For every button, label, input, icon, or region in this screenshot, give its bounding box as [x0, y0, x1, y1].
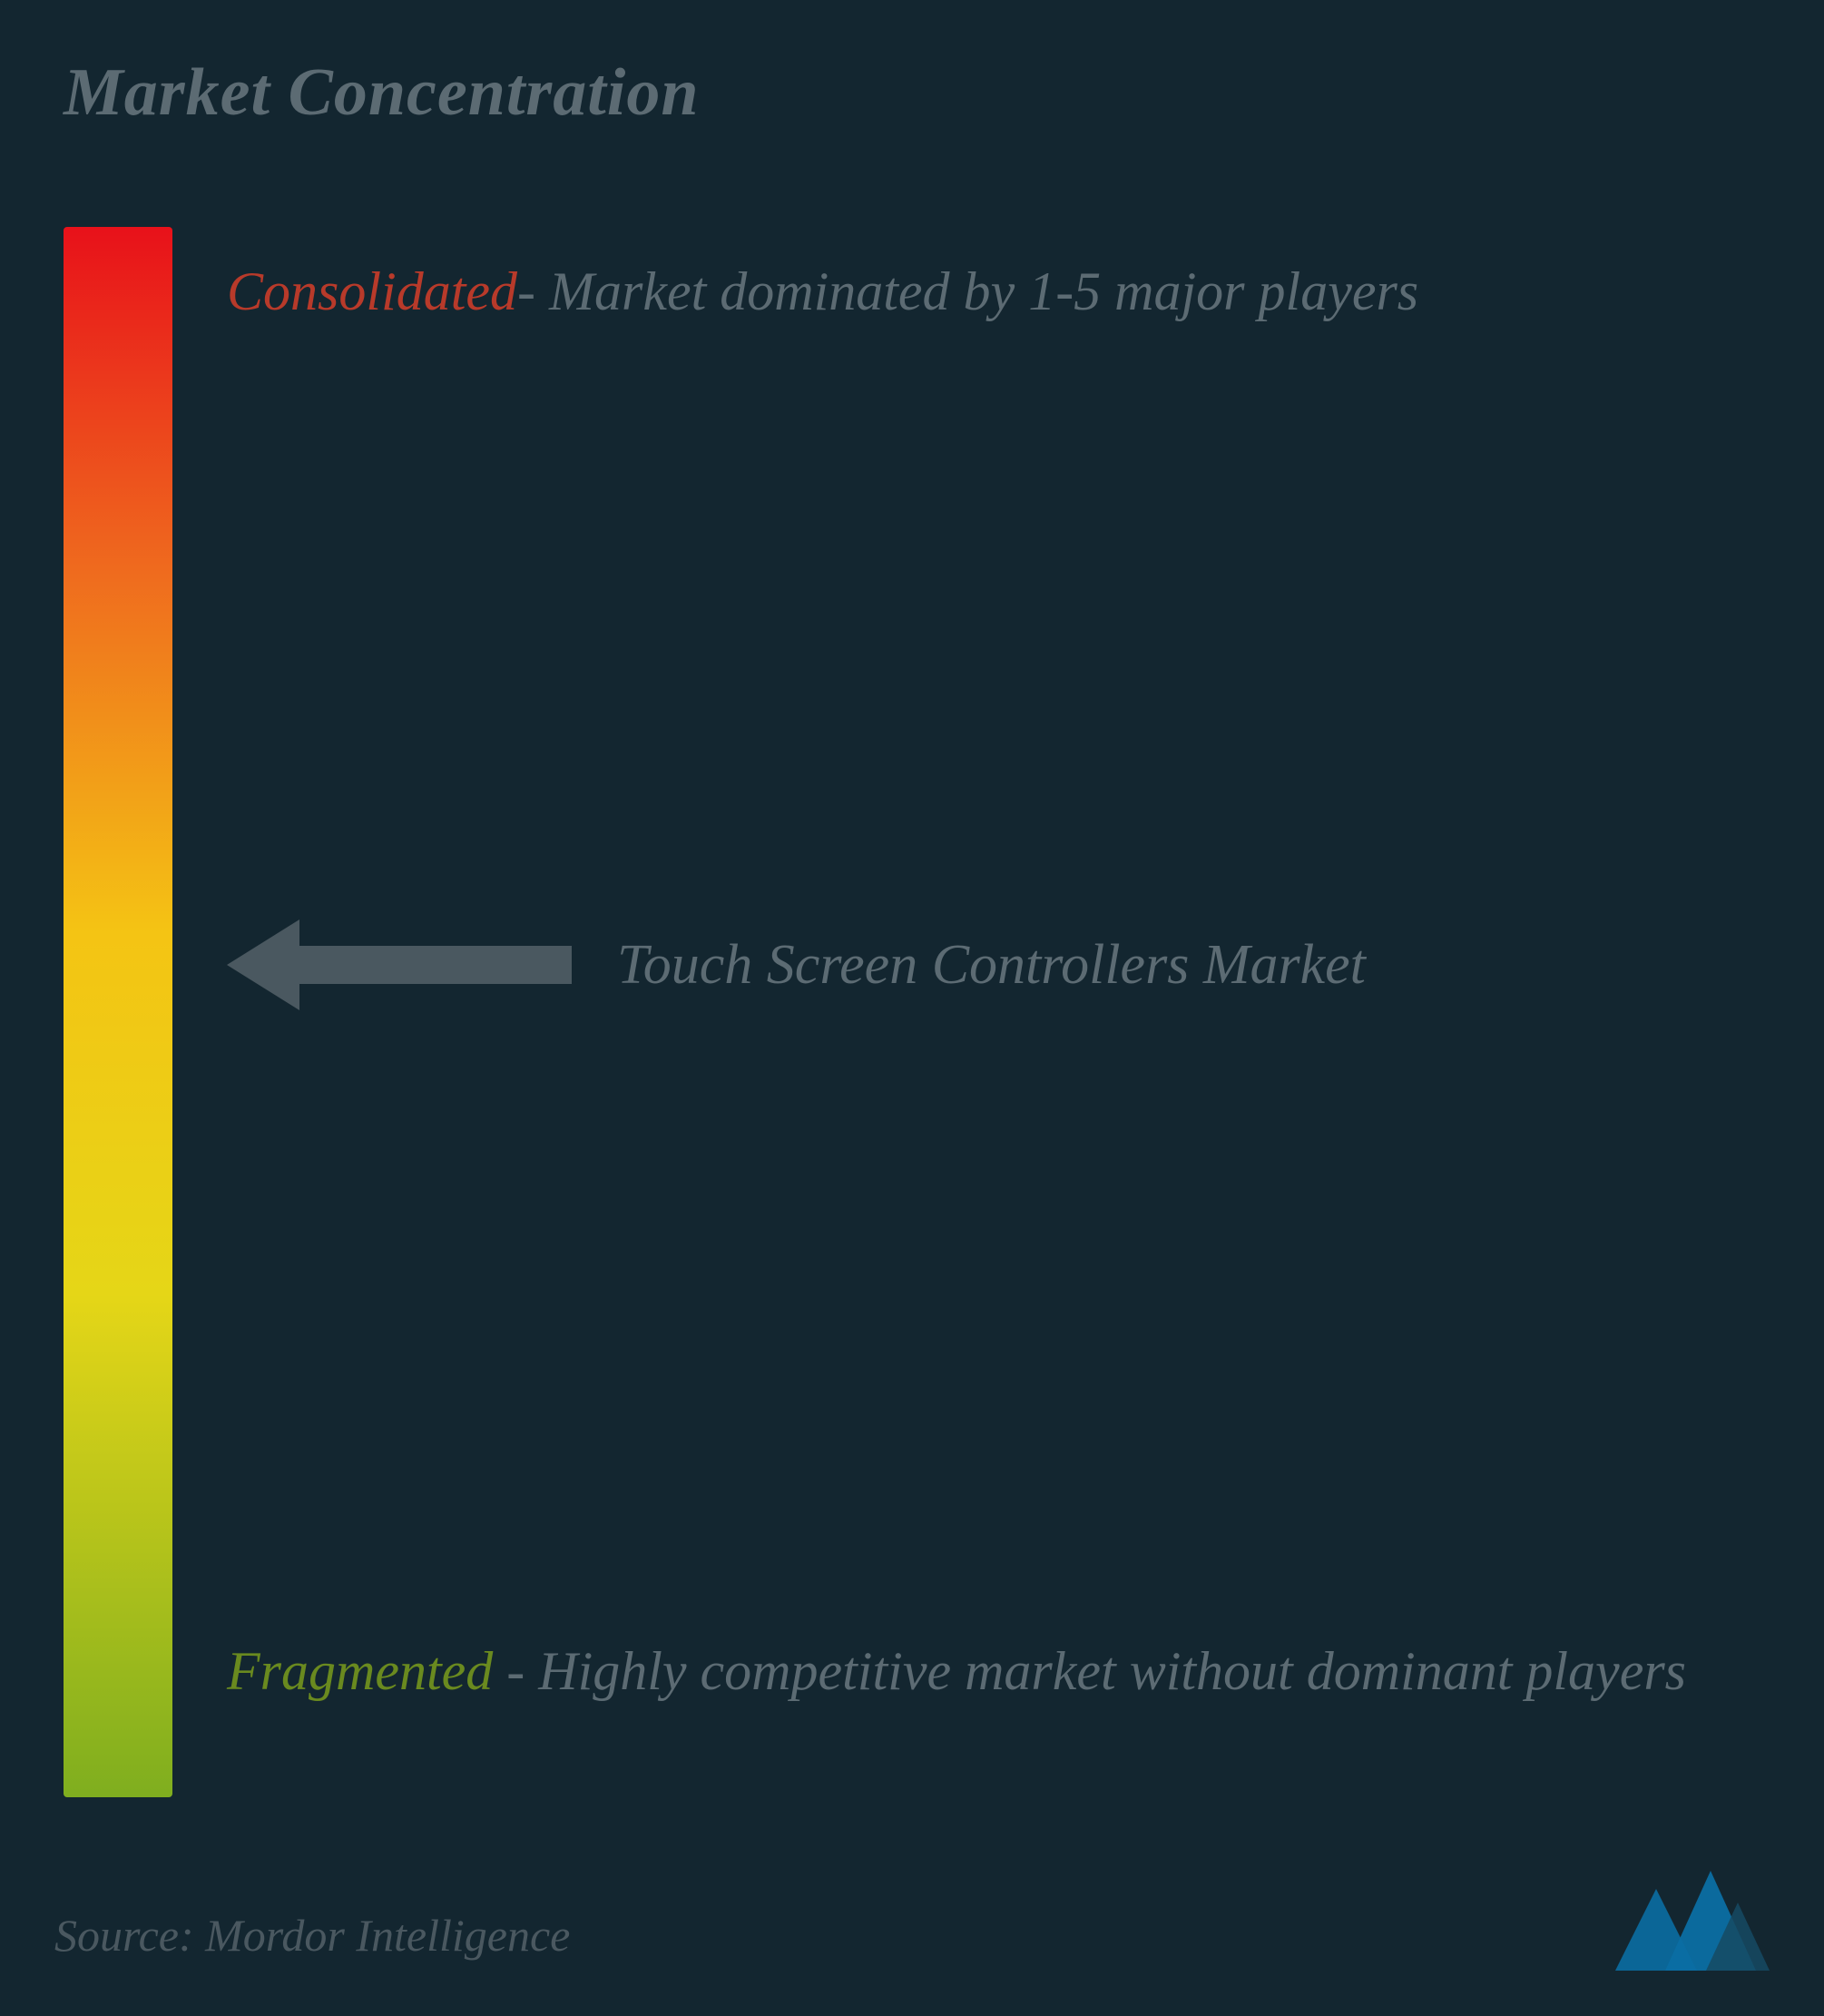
market-name-label: Touch Screen Controllers Market [617, 933, 1366, 998]
brand-logo-icon [1615, 1862, 1770, 1971]
consolidated-keyword: Consolidated [227, 261, 517, 321]
source-name: Mordor Intelligence [205, 1910, 570, 1961]
source-attribution: Source: Mordor Intelligence [54, 1909, 570, 1962]
arrow-left-icon [227, 915, 572, 1015]
fragmented-keyword: Fragmented [227, 1641, 493, 1701]
page-title: Market Concentration [64, 54, 700, 132]
consolidated-label: Consolidated- Market dominated by 1-5 ma… [227, 245, 1770, 338]
source-prefix: Source: [54, 1910, 205, 1961]
market-position-marker: Touch Screen Controllers Market [227, 915, 1366, 1015]
consolidated-desc: - Market dominated by 1-5 major players [517, 261, 1418, 321]
fragmented-desc: - Highly competitive market without domi… [493, 1641, 1686, 1701]
fragmented-label: Fragmented - Highly competitive market w… [227, 1625, 1770, 1717]
concentration-gradient-bar [64, 227, 172, 1797]
